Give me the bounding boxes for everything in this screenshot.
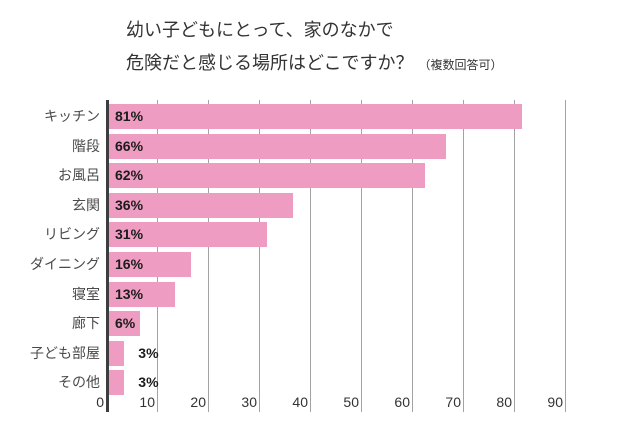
chart-title-line2: 危険だと感じる場所はどこですか？ [126, 53, 414, 73]
gridline-80 [514, 100, 515, 412]
bar-寝室 [109, 281, 176, 307]
bar-chart: キッチン階段お風呂玄関リビングダイニング寝室廊下子ども部屋その他 0 10 20 30… [0, 100, 622, 432]
x-tick-label-40: 40 [280, 393, 308, 411]
bar-value-label: 16% [115, 256, 144, 272]
x-tick-label-80: 80 [484, 393, 512, 411]
category-label-リビング: リビング [44, 226, 100, 243]
y-axis-line [106, 100, 109, 412]
category-label-玄関: 玄関 [72, 196, 100, 213]
chart-title-line2-wrap: 危険だと感じる場所はどこですか？ （複数回答可） [126, 47, 502, 82]
category-label-階段: 階段 [72, 137, 100, 154]
bar-value-label: 36% [115, 196, 144, 213]
x-tick-label-20: 20 [178, 393, 206, 411]
bar-value-label: 3% [138, 344, 159, 361]
bar-キッチン [109, 104, 523, 129]
bar-リビング [109, 222, 268, 248]
x-tick-label-0: 0 [76, 393, 104, 411]
category-label-ダイニング: ダイニング [30, 256, 100, 272]
bar-value-label: 81% [115, 108, 144, 124]
category-label-寝室: 寝室 [72, 285, 100, 302]
category-label-その他: その他 [58, 374, 100, 391]
bar-子ども部屋 [109, 340, 125, 366]
gridline-20 [208, 100, 209, 412]
gridline-40 [310, 100, 311, 412]
gridline-60 [412, 100, 413, 412]
category-label-お風呂: お風呂 [58, 167, 100, 184]
bar-廊下 [109, 311, 140, 337]
x-tick-label-60: 60 [382, 393, 410, 411]
category-label-廊下: 廊下 [72, 315, 100, 332]
chart-title-note: （複数回答可） [418, 58, 503, 72]
bar-お風呂 [109, 163, 426, 189]
bar-value-label: 3% [138, 374, 159, 391]
bar-value-label: 6% [115, 315, 136, 332]
chart-title-line1: 幼い子どもにとって、家のなかで [126, 20, 394, 40]
bar-その他 [109, 370, 125, 396]
x-tick-label-90: 90 [535, 393, 563, 411]
gridline-30 [259, 100, 260, 412]
bar-value-label: 66% [115, 137, 144, 154]
category-label-子ども部屋: 子ども部屋 [30, 344, 100, 361]
bar-玄関 [109, 192, 293, 218]
x-tick-label-10: 10 [127, 393, 155, 411]
bar-value-label: 13% [115, 285, 144, 302]
chart-title: 幼い子どもにとって、家のなかで 危険だと感じる場所はどこですか？ （複数回答可） [126, 14, 502, 82]
x-tick-label-30: 30 [229, 393, 257, 411]
bar-value-label: 31% [115, 226, 144, 243]
category-labels-column: キッチン階段お風呂玄関リビングダイニング寝室廊下子ども部屋その他 [0, 100, 100, 412]
gridline-90 [565, 100, 566, 412]
x-tick-label-50: 50 [331, 393, 359, 411]
bar-value-label: 62% [115, 167, 144, 184]
plot-area: 0 10 20 30 40 50 60 70 80 90 81% 66% 62% 36% 31% 16% 13%… [76, 100, 576, 412]
bar-ダイニング [109, 252, 191, 277]
gridline-50 [361, 100, 362, 412]
x-tick-label-70: 70 [433, 393, 461, 411]
bar-階段 [109, 133, 446, 159]
category-label-キッチン: キッチン [44, 108, 100, 124]
gridline-70 [463, 100, 464, 412]
